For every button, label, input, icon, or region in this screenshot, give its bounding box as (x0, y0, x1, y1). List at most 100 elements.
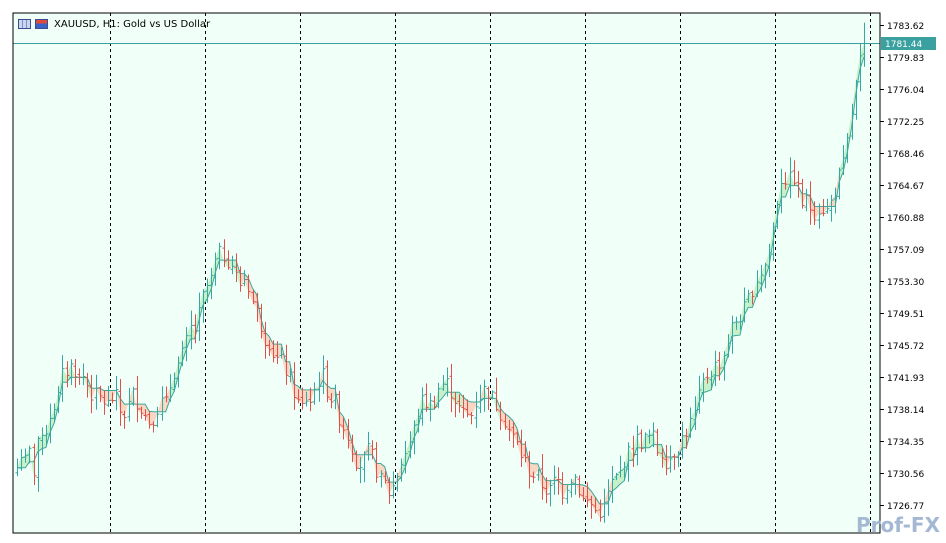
price-tick-label: 1726.77 (887, 502, 924, 512)
band-down-segment (372, 449, 377, 478)
band-down-segment (145, 404, 150, 425)
price-tick-label: 1734.35 (887, 438, 924, 448)
band-down-segment (521, 443, 526, 458)
band-up-segment (54, 392, 59, 424)
band-down-segment (376, 463, 381, 478)
band-up-segment (781, 183, 786, 198)
price-tick-label: 1768.46 (887, 150, 924, 160)
candles[interactable] (15, 22, 867, 523)
band-up-segment (624, 446, 629, 481)
band-up-segment (773, 204, 778, 241)
band-up-segment (62, 368, 67, 383)
band-up-segment (87, 377, 92, 400)
band-up-segment (686, 418, 691, 448)
band-down-segment (533, 463, 538, 478)
band-down-segment (343, 416, 348, 441)
band-down-segment (392, 476, 398, 486)
band-up-segment (186, 325, 191, 350)
band-up-segment (715, 362, 720, 376)
band-down-segment (116, 389, 121, 413)
band-down-segment (335, 388, 340, 425)
band-up-segment (211, 259, 216, 290)
band-up-segment (405, 442, 410, 468)
band-up-segment (690, 410, 695, 433)
band-up-segment (653, 431, 658, 453)
current-price-badge (881, 37, 936, 50)
band-down-segment (525, 444, 530, 477)
band-down-segment (678, 435, 683, 457)
band-up-segment (719, 355, 724, 376)
band-up-segment (748, 293, 753, 308)
band-down-segment (562, 484, 567, 499)
band-up-segment (178, 348, 183, 377)
band-down-segment (277, 344, 282, 358)
band-down-segment (558, 479, 563, 499)
band-up-segment (768, 227, 774, 267)
band-up-segment (657, 444, 662, 459)
price-axis: 1783.62 1779.83 1776.04 1772.25 1768.46 1764.… (880, 22, 936, 512)
band-up-segment (847, 113, 852, 152)
price-tick-label: 1757.09 (887, 246, 924, 256)
chart-title-bar: XAUUSD, H1: Gold vs US Dollar (18, 17, 210, 31)
price-tick-label: 1760.88 (887, 214, 924, 224)
band-down-segment (302, 389, 307, 404)
watermark-logo: Prof-FX (856, 513, 940, 537)
band-down-segment (806, 193, 811, 210)
band-down-segment (248, 278, 253, 302)
price-tick-label: 1730.56 (887, 470, 924, 480)
chart-bars-icon[interactable] (35, 19, 48, 29)
price-tick-label: 1779.83 (887, 54, 924, 64)
vertical-separators (110, 13, 871, 533)
band-down-segment (165, 387, 170, 412)
band-up-segment (843, 137, 848, 172)
band-up-segment (174, 363, 179, 392)
band-down-segment (467, 400, 472, 416)
price-tick-label: 1753.30 (887, 278, 924, 288)
band-down-segment (244, 273, 249, 292)
band-up-segment (83, 376, 88, 386)
band-down-segment (91, 388, 96, 400)
band-down-segment (471, 402, 476, 416)
plot-area (13, 13, 880, 533)
band-up-segment (58, 368, 63, 407)
price-tick-label: 1776.04 (887, 86, 924, 96)
price-tick-label: 1738.14 (887, 406, 924, 416)
band-up-segment (620, 467, 625, 485)
band-up-segment (21, 455, 26, 468)
price-tick-label: 1749.51 (887, 310, 924, 320)
band-down-segment (802, 193, 807, 206)
band-up-segment (645, 434, 650, 448)
band-down-segment (153, 411, 158, 426)
band-up-segment (430, 400, 435, 410)
band-up-segment (219, 246, 224, 262)
chart-window-icon[interactable] (18, 19, 31, 29)
band-down-segment (331, 388, 336, 402)
band-up-segment (492, 391, 497, 410)
current-price-label: 1781.44 (885, 40, 922, 50)
price-tick-label: 1783.62 (887, 22, 924, 32)
indicator-line (17, 56, 865, 505)
band-down-segment (814, 206, 819, 221)
band-down-segment (281, 344, 286, 376)
price-tick-label: 1772.25 (887, 118, 924, 128)
band-up-segment (752, 282, 757, 308)
band-up-segment (682, 435, 687, 448)
band-up-segment (777, 183, 782, 218)
band-up-segment (785, 172, 790, 198)
band-up-segment (628, 446, 633, 461)
band-down-segment (124, 401, 129, 418)
price-tick-label: 1764.67 (887, 182, 924, 192)
band-down-segment (673, 454, 679, 458)
band-down-segment (364, 443, 369, 455)
band-down-segment (273, 344, 278, 358)
band-up-segment (17, 457, 22, 468)
band-down-segment (157, 397, 162, 415)
band-down-segment (149, 411, 154, 426)
band-down-segment (810, 196, 815, 221)
plot-frame (12, 12, 881, 534)
band-down-segment (269, 336, 274, 358)
band-up-segment (215, 246, 220, 273)
band-down-segment (368, 443, 373, 455)
